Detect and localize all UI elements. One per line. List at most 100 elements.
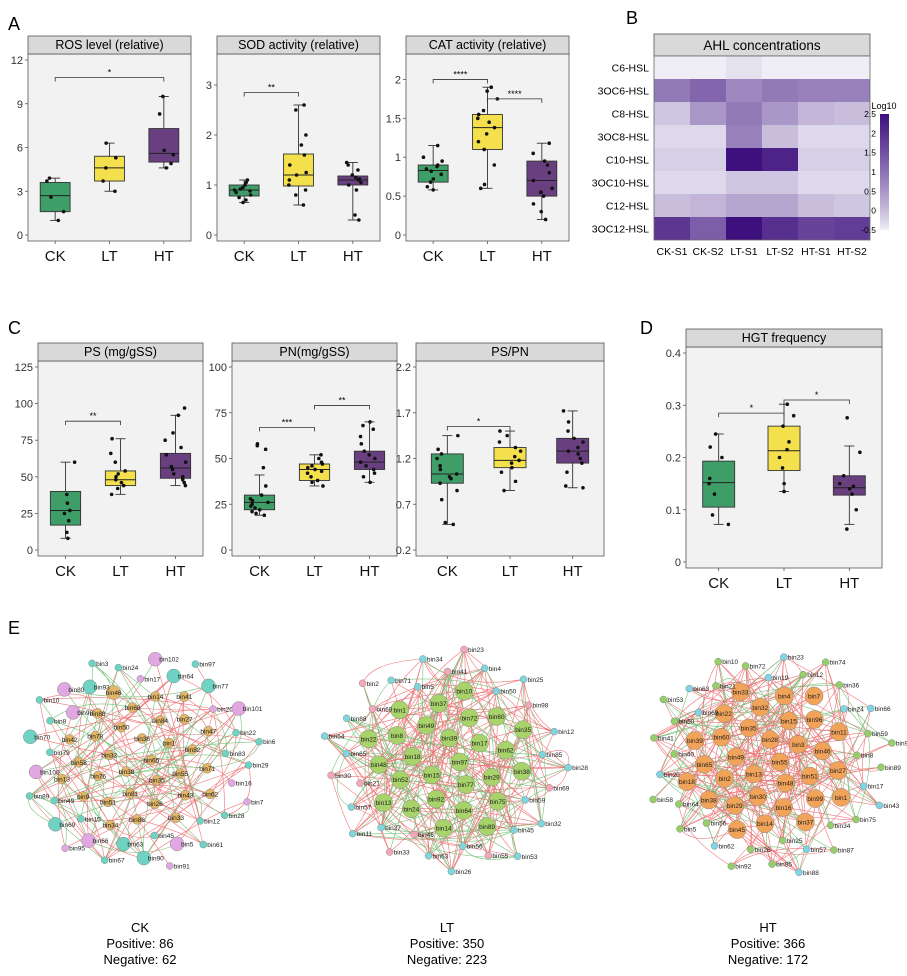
negative-edge <box>659 712 699 775</box>
ahl-heatmap: AHL concentrations C6-HSL 3OC6-HSL C8-HSL 3O… <box>592 33 897 258</box>
network-node: bin23 <box>460 645 484 654</box>
y-tick-label: 0.4 <box>666 348 681 360</box>
data-point <box>294 193 298 197</box>
node-circle <box>89 730 101 742</box>
y-tick-label: 100 <box>15 399 33 411</box>
node-label: bin17 <box>472 741 488 748</box>
node-circle <box>209 705 217 713</box>
negative-edge <box>55 793 186 825</box>
node-label: bin32 <box>101 753 117 760</box>
positive-edge <box>451 750 506 872</box>
negative-edge <box>346 753 518 857</box>
data-point <box>359 442 364 446</box>
negative-edge <box>49 686 91 753</box>
node-circle <box>744 764 764 784</box>
box-ck <box>417 143 449 192</box>
data-point <box>109 451 113 456</box>
positive-edge <box>154 708 214 804</box>
node-label: bin91 <box>174 864 190 871</box>
heatmap-cell <box>726 102 762 125</box>
positive-edge <box>184 696 260 742</box>
network-node: bin46 <box>813 741 832 761</box>
positive-edge <box>782 719 815 841</box>
network-node: bin63 <box>116 836 144 852</box>
node-label: bin3 <box>792 742 805 749</box>
node-circle <box>482 767 501 787</box>
node-circle <box>712 728 731 747</box>
network-positive-ht: Positive: 366 <box>731 936 805 951</box>
heatmap-cell <box>798 102 834 125</box>
data-point <box>847 487 852 491</box>
network-node: bin33 <box>731 682 750 701</box>
network-node: bin63 <box>685 684 710 693</box>
positive-edge <box>411 787 550 810</box>
network-node: bin69 <box>48 817 76 832</box>
positive-edge <box>411 808 542 824</box>
node-label: bin84 <box>152 718 168 725</box>
negative-edge <box>686 781 807 850</box>
node-label: bin100 <box>40 769 60 776</box>
network-node: bin62 <box>202 788 219 800</box>
heatmap-cell <box>654 56 690 79</box>
data-point <box>179 445 183 450</box>
data-point <box>421 155 426 160</box>
data-point <box>361 475 366 479</box>
network-label-ht: HT <box>759 920 776 935</box>
node-circle <box>231 701 247 716</box>
positive-edge <box>39 699 226 754</box>
box-ht <box>159 406 192 488</box>
node-circle <box>150 691 161 702</box>
data-point <box>248 496 253 501</box>
network-node: bin82 <box>185 744 201 755</box>
data-point <box>487 120 491 125</box>
data-point <box>254 511 258 516</box>
network-node: bin62 <box>496 740 515 760</box>
negative-edge <box>352 823 542 840</box>
network-node: bin3 <box>88 659 109 668</box>
chart-hgt: HGT frequency 0 0.1 0.2 0.3 0.4 CK LT HT * * <box>666 328 883 592</box>
node-circle <box>429 694 448 713</box>
heatmap-cell <box>762 56 798 79</box>
node-label: bin89 <box>479 824 495 831</box>
network-node: bin47 <box>200 725 217 737</box>
node-circle <box>358 679 367 687</box>
node-circle <box>826 821 835 830</box>
network-node: bin48 <box>776 773 795 793</box>
box-ht <box>556 409 590 490</box>
data-point <box>358 434 363 439</box>
data-point <box>232 188 237 192</box>
box-lt <box>472 85 503 191</box>
network-node: bin51 <box>100 796 116 808</box>
node-label: bin38 <box>118 769 134 776</box>
data-point <box>123 469 127 473</box>
positive-edge <box>49 752 105 861</box>
positive-edge <box>678 740 699 805</box>
positive-edge <box>97 738 143 776</box>
data-point <box>171 152 176 157</box>
node-label: bin39 <box>687 738 703 745</box>
network-node: bin18 <box>677 772 697 791</box>
positive-edge <box>412 671 448 757</box>
node-circle <box>545 784 554 792</box>
network-edges <box>28 659 260 867</box>
positive-edge <box>694 695 815 741</box>
data-point <box>353 213 357 217</box>
negative-edge <box>462 729 524 847</box>
node-label: bin43 <box>883 803 899 810</box>
network-node: bin85 <box>768 860 792 869</box>
data-point <box>183 460 188 464</box>
y-tick-label: 100 <box>209 362 227 374</box>
network-node: bin24 <box>114 663 139 672</box>
negative-edge <box>118 667 226 754</box>
node-label: bin81 <box>122 791 138 798</box>
data-point <box>368 480 372 485</box>
node-circle <box>659 695 668 704</box>
data-point <box>294 173 299 177</box>
positive-edge <box>54 759 152 801</box>
positive-edge <box>736 829 834 855</box>
node-label: bin45 <box>158 833 174 840</box>
node-circle <box>191 660 200 668</box>
node-label: bin80 <box>68 687 84 694</box>
node-circle <box>859 782 868 790</box>
positive-edge <box>678 804 732 867</box>
